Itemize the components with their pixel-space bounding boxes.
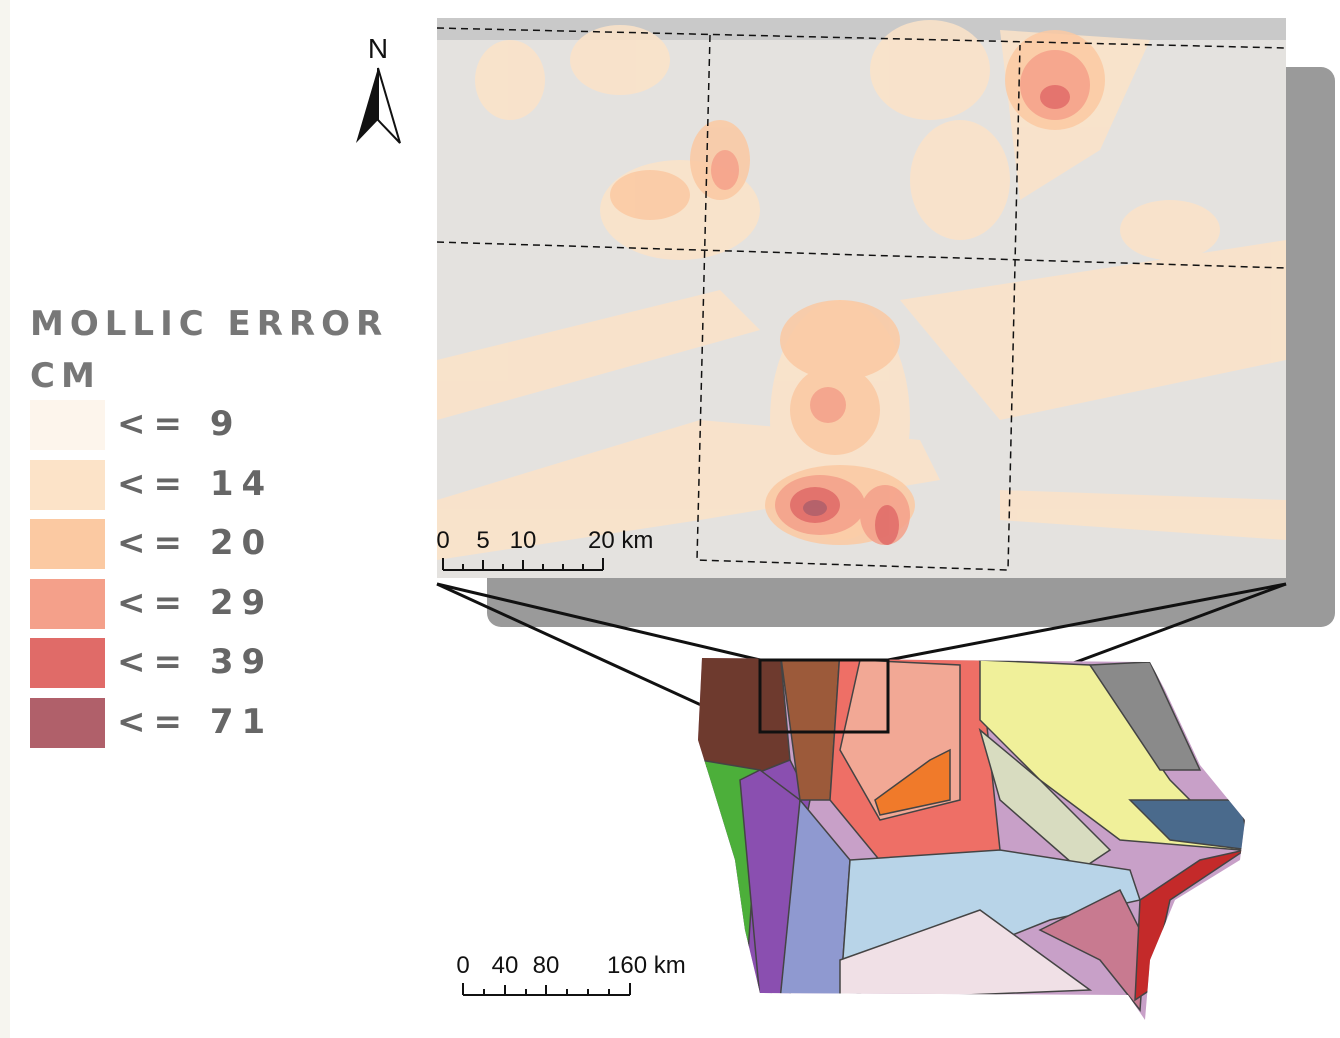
legend-label: <= 14 bbox=[117, 464, 273, 504]
north-label: N bbox=[368, 33, 388, 64]
legend-title: MOLLIC ERROR CM bbox=[30, 298, 400, 402]
state-map bbox=[690, 650, 1260, 1030]
legend-swatch bbox=[30, 400, 105, 450]
page: 0 5 10 20 km 0 40 80 160 bbox=[0, 0, 1340, 1038]
legend-swatch bbox=[30, 638, 105, 688]
legend-label: <= 39 bbox=[117, 642, 273, 682]
legend-swatch bbox=[30, 519, 105, 569]
legend-label: <= 71 bbox=[117, 702, 273, 742]
scale-label: 10 bbox=[510, 527, 537, 554]
north-arrow bbox=[378, 68, 400, 143]
map-figure: 0 5 10 20 km 0 40 80 160 bbox=[0, 0, 1340, 1038]
scale-label: 0 bbox=[436, 527, 449, 554]
scale-label: 40 bbox=[492, 952, 519, 979]
state-scale-bar bbox=[463, 983, 630, 995]
legend-label: <= 20 bbox=[117, 523, 273, 563]
scale-label: 5 bbox=[476, 527, 489, 554]
legend-swatch bbox=[30, 698, 105, 748]
scale-label: 20 km bbox=[588, 527, 653, 554]
legend-swatch bbox=[30, 460, 105, 510]
scale-label: 160 km bbox=[607, 952, 686, 979]
legend-label: <= 29 bbox=[117, 583, 273, 623]
state-scale-labels: 0 40 80 160 km bbox=[456, 952, 685, 979]
inset-map bbox=[437, 18, 1286, 578]
legend-swatch bbox=[30, 579, 105, 629]
legend-label: <= 9 bbox=[117, 404, 241, 444]
north-arrow bbox=[356, 68, 378, 143]
scale-label: 80 bbox=[533, 952, 560, 979]
scale-label: 0 bbox=[456, 952, 469, 979]
